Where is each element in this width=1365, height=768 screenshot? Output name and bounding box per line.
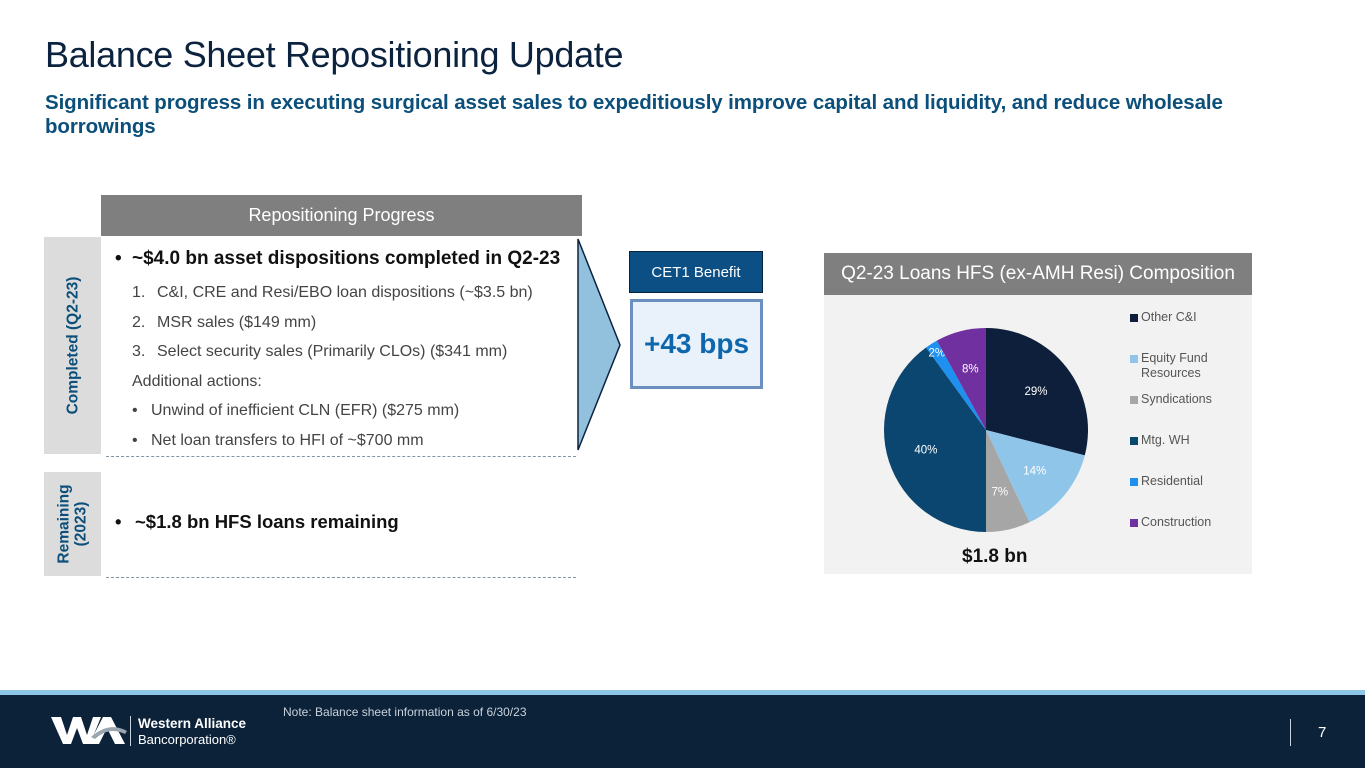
bullet-icon: • [115,511,122,532]
list-item: 2. MSR sales ($149 mm) [132,313,317,331]
company-subname: Bancorporation® [138,732,236,747]
footer-bar [0,695,1365,768]
pie-data-label: 14% [1023,465,1046,477]
cet1-benefit-box: +43 bps [630,299,763,389]
legend-item: Mtg. WH [1130,433,1190,448]
remaining-tab-label: Remaining (2023) [56,484,90,563]
pie-data-label: 29% [1024,386,1047,398]
disposition-list: 1. C&I, CRE and Resi/EBO loan disposition… [132,284,533,461]
list-item: 3. Select security sales (Primarily CLOs)… [132,343,508,360]
remaining-bullet: • ~$1.8 bn HFS loans remaining [115,511,399,533]
page-title: Balance Sheet Repositioning Update [45,34,624,75]
company-logo-icon [51,717,127,744]
legend-swatch [1130,478,1138,486]
legend-swatch [1130,437,1138,445]
legend-item: Construction [1130,515,1211,530]
logo-separator [130,716,131,746]
page-number-separator [1290,719,1291,746]
legend-label: Construction [1141,515,1212,529]
footer-note: Note: Balance sheet information as of 6/… [283,705,527,719]
legend-swatch [1130,396,1138,404]
legend-item: Syndications [1130,392,1212,407]
repositioning-progress-header: Repositioning Progress [101,195,582,236]
footer-stripe [0,690,1365,695]
legend-label: Equity Fund Resources [1141,351,1208,380]
pie-data-label: 7% [991,487,1008,499]
completed-section: • ~$4.0 bn asset dispositions completed i… [101,237,579,454]
legend-swatch [1130,519,1138,527]
pie-slice-other-c-i [986,328,1088,456]
pie-chart: 29% 14% 7% 40% 2% 8% [884,328,1088,532]
list-item: • Net loan transfers to HFI of ~$700 mm [132,431,424,449]
chevron-arrow-icon [577,238,621,451]
bullet-icon: • [132,402,138,419]
remaining-tab: Remaining (2023) [44,472,101,576]
legend-item: Equity Fund Resources [1130,351,1208,381]
remaining-tab-line1: Remaining [55,484,73,564]
legend-swatch [1130,355,1138,363]
completed-tab-label: Completed (Q2-23) [64,276,81,415]
cet1-benefit-value: +43 bps [643,328,750,359]
cet1-benefit-header: CET1 Benefit [629,251,763,293]
page-subtitle: Significant progress in executing surgic… [45,91,1223,138]
legend-label: Residential [1141,474,1203,488]
list-item: • Unwind of inefficient CLN (EFR) ($275 m… [132,402,460,419]
legend-label: Other C&I [1141,310,1197,324]
section-divider [106,456,576,457]
bullet-icon: • [115,248,122,269]
pie-slice-construction [936,328,986,430]
legend-swatch [1130,314,1138,322]
completed-tab: Completed (Q2-23) [44,237,101,454]
pie-slice-syndications [986,430,1030,532]
legend-label: Mtg. WH [1141,433,1190,447]
remaining-bullet-text: ~$1.8 bn HFS loans remaining [135,511,399,532]
remaining-tab-line2: (2023) [72,501,90,547]
section-divider [106,577,576,578]
pie-data-label: 40% [914,445,937,457]
pie-slice-residential [926,340,986,430]
main-bullet-text: ~$4.0 bn asset dispositions completed in… [132,248,561,269]
legend-item: Other C&I [1130,310,1197,325]
main-bullet: • ~$4.0 bn asset dispositions completed i… [115,248,560,270]
additional-actions-label: Additional actions: [132,372,262,390]
bullet-icon: • [132,431,138,449]
chart-title: Q2-23 Loans HFS (ex-AMH Resi) Compositio… [824,253,1252,295]
pie-total-label: $1.8 bn [962,546,1028,567]
pie-slice-mtg-wh [884,347,986,532]
pie-slice-equity-fund-resources [986,430,1085,523]
legend-label: Syndications [1141,392,1212,406]
pie-data-label: 2% [928,347,945,359]
pie-data-label: 8% [962,364,979,376]
list-item: 1. C&I, CRE and Resi/EBO loan disposition… [132,284,533,301]
company-name: Western Alliance [138,716,247,731]
legend-item: Residential [1130,474,1203,489]
page-number: 7 [1318,724,1327,741]
